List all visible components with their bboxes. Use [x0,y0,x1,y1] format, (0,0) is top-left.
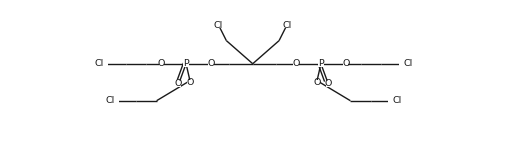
Bar [343,61,349,67]
Bar [110,98,119,104]
Bar [318,61,324,67]
Text: O: O [207,59,215,68]
Bar [388,98,397,104]
Text: P: P [183,59,189,68]
Text: O: O [175,79,182,88]
Text: O: O [325,79,332,88]
Bar [183,61,189,67]
Text: Cl: Cl [214,21,223,30]
Bar [208,61,214,67]
Bar [326,81,331,87]
Text: O: O [314,79,321,87]
Bar [293,61,299,67]
Bar [159,61,164,67]
Bar [176,81,181,87]
Bar [399,61,407,67]
Bar [214,22,223,28]
Text: Cl: Cl [105,96,115,105]
Text: O: O [293,59,300,68]
Bar [100,61,108,67]
Bar [282,22,291,28]
Text: Cl: Cl [392,96,402,105]
Text: P: P [318,59,324,68]
Text: O: O [186,79,193,87]
Text: O: O [342,59,349,68]
Bar [315,80,320,86]
Text: Cl: Cl [403,59,412,68]
Text: Cl: Cl [282,21,292,30]
Bar [187,80,193,86]
Text: O: O [158,59,165,68]
Text: Cl: Cl [95,59,104,68]
